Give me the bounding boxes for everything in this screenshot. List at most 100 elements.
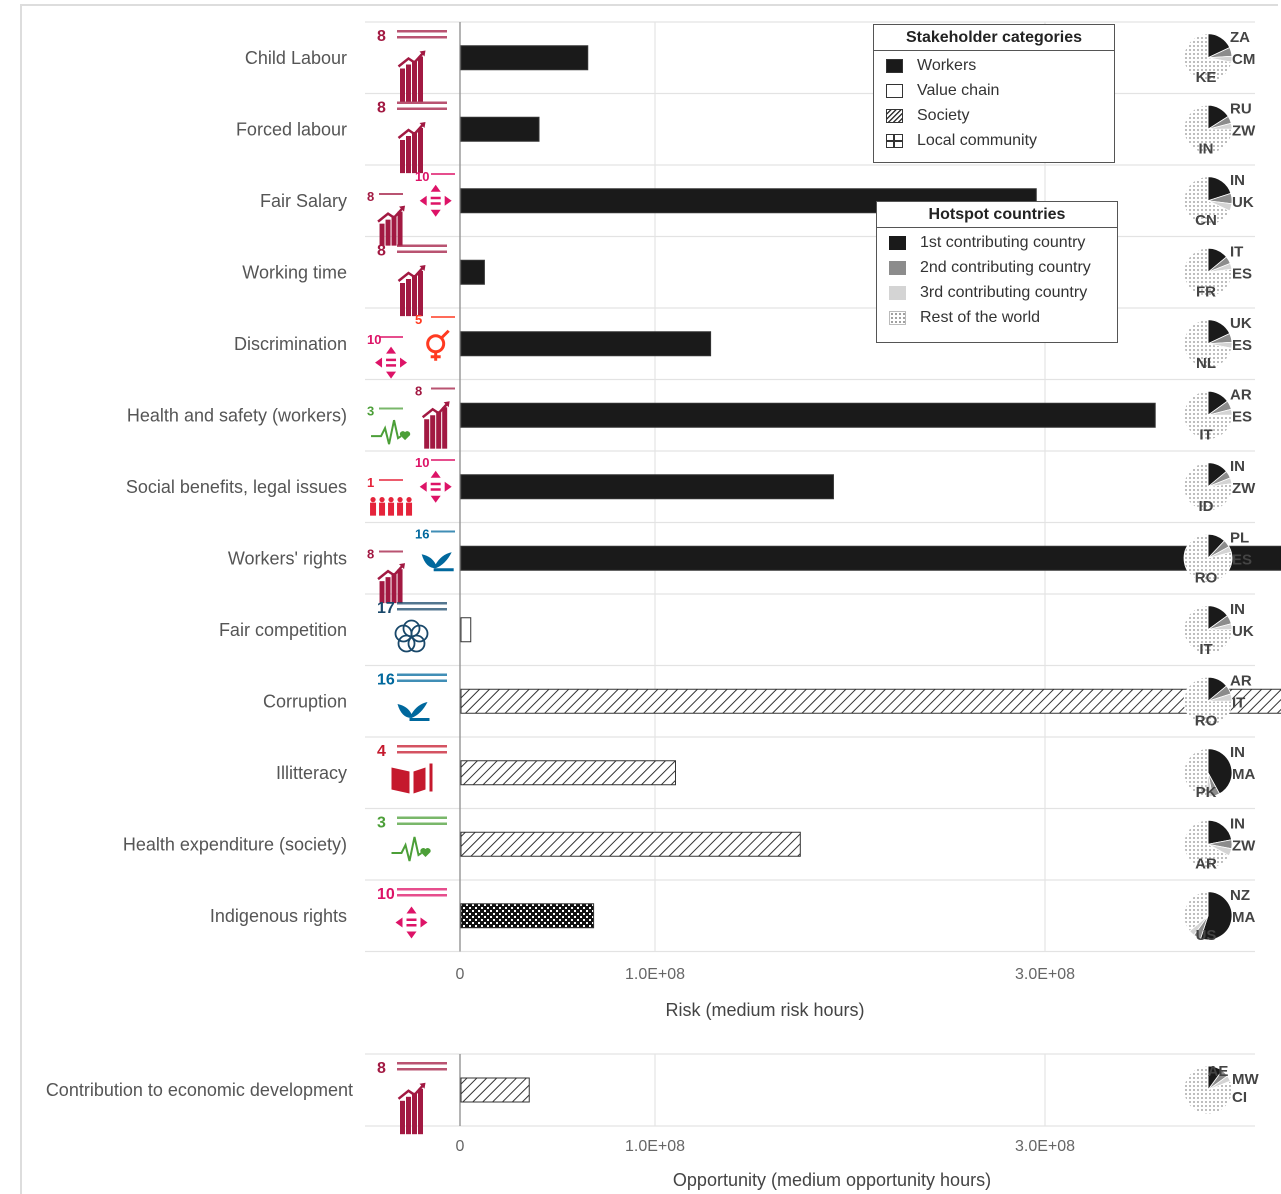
pie-slice — [1200, 891, 1233, 941]
hotspot-pie: RU ZW IN — [1183, 100, 1256, 157]
person-head — [370, 497, 376, 503]
legend-item-first-country: 1st contributing country — [877, 230, 1117, 255]
sdg-caption-line — [397, 36, 447, 39]
arrow-down — [430, 209, 441, 217]
country-label: ZW — [1232, 122, 1256, 139]
legend-item-local-community: Local community — [874, 128, 1114, 153]
heartbeat-line — [371, 419, 402, 445]
growth-arrowhead — [419, 50, 426, 57]
country-label: ZA — [1230, 29, 1250, 46]
sdg-icon: 8 — [377, 243, 447, 317]
sdg-caption-line — [397, 822, 447, 825]
country-label: UK — [1232, 623, 1254, 640]
sdg-icon: 8 — [377, 1060, 447, 1135]
sdg-caption-line — [379, 479, 403, 481]
growth-arrowhead — [399, 205, 406, 212]
category-label: Social benefits, legal issues — [126, 477, 347, 497]
growth-line — [397, 1083, 425, 1100]
legend-label: Rest of the world — [920, 308, 1041, 326]
sdg-caption-line — [397, 679, 447, 682]
bar — [460, 617, 472, 643]
bar — [460, 259, 485, 285]
category-row: Health expenditure (society) 3 IN ZW AR — [123, 815, 1256, 873]
sdg-icon: 10 — [377, 886, 447, 939]
growth-line — [377, 206, 404, 223]
hotspot-pie: IN UK IT — [1183, 601, 1254, 658]
growth-bar — [406, 136, 411, 174]
country-label: IT — [1232, 694, 1245, 711]
country-label: US — [1196, 927, 1217, 944]
country-label: MW — [1232, 1071, 1259, 1088]
flower-petal — [407, 634, 426, 653]
sdg-icon: 16 8 — [367, 527, 455, 604]
sdg-caption-line — [431, 459, 455, 461]
bar — [460, 45, 589, 71]
bar — [460, 545, 1281, 571]
x-tick-label: 3.0E+08 — [1015, 1138, 1075, 1155]
country-label: IT — [1199, 641, 1212, 658]
pie-slice — [1183, 319, 1233, 369]
sdg-caption-line — [397, 602, 447, 605]
sdg-number: 10 — [377, 886, 395, 903]
sdg-number: 8 — [415, 384, 422, 399]
gender-arrow — [440, 329, 450, 339]
arrow-right — [420, 917, 428, 928]
growth-bar — [412, 275, 417, 317]
category-row: Social benefits, legal issues 10 1 IN ZW ID — [126, 455, 1256, 516]
country-label: ES — [1232, 337, 1252, 354]
person-head — [388, 497, 394, 503]
sdg-caption-line — [397, 745, 447, 748]
country-label: ZW — [1232, 480, 1256, 497]
growth-bar — [412, 1092, 417, 1135]
workers-swatch — [886, 58, 903, 73]
growth-arrowhead — [419, 265, 426, 271]
legend-item-value-chain: Value chain — [874, 78, 1114, 103]
country-label: ES — [1232, 408, 1252, 425]
sdg-number: 10 — [415, 455, 429, 470]
country-label: CM — [1232, 51, 1255, 68]
country-label: AR — [1230, 386, 1252, 403]
sdg-number: 4 — [377, 743, 386, 760]
growth-arrowhead — [443, 401, 450, 408]
bar — [460, 1077, 530, 1103]
arrow-left — [419, 481, 427, 492]
person-head — [406, 497, 412, 503]
growth-bar — [391, 215, 397, 246]
growth-bar — [424, 419, 430, 449]
book-left-page — [391, 767, 410, 794]
sdg-number: 17 — [377, 600, 395, 617]
pie-slice — [1183, 462, 1233, 512]
sdg-icon: 3 — [377, 815, 447, 862]
equal-bar — [386, 364, 397, 367]
hotspot-pie: IN ZW AR — [1183, 815, 1256, 872]
growth-bar — [442, 407, 448, 449]
country-label: RU — [1230, 100, 1252, 117]
flower-petal — [397, 634, 416, 653]
bar — [460, 116, 540, 142]
growth-bar — [385, 577, 391, 604]
country-label: IN — [1230, 601, 1245, 618]
growth-bar — [418, 128, 423, 174]
growth-bar — [400, 68, 405, 102]
x-tick-label: 1.0E+08 — [625, 1138, 685, 1155]
pie-slice — [1183, 247, 1233, 297]
sdg-caption-line — [397, 101, 447, 104]
hotspot-pie: IN ZW ID — [1183, 458, 1256, 515]
category-row: Indigenous rights 10 NZ MA US — [210, 886, 1256, 944]
heartbeat-line — [391, 836, 423, 862]
bar — [460, 688, 1281, 714]
equal-bar — [430, 202, 441, 205]
hotspot-pie: ZA CM KE — [1183, 29, 1255, 86]
country-label: IN — [1230, 744, 1245, 761]
growth-bar — [406, 279, 411, 317]
country-label: IN — [1230, 815, 1245, 832]
second-country-swatch — [889, 260, 906, 275]
dove-shape — [397, 702, 428, 718]
legend-label: Workers — [917, 56, 977, 74]
category-label: Corruption — [263, 691, 347, 711]
legend-item-third-country: 3rd contributing country — [877, 280, 1117, 305]
stakeholder-legend: Stakeholder categories Workers Value cha… — [873, 24, 1115, 163]
equal-bar — [406, 924, 417, 927]
